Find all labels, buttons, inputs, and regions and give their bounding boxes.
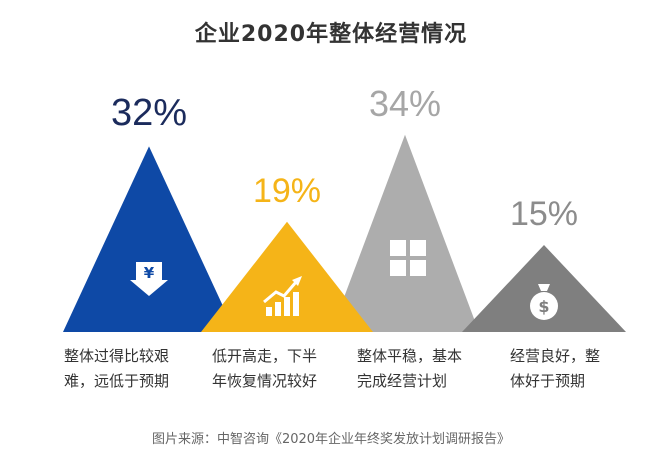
window-grid-icon xyxy=(390,240,426,276)
category-label-1: 整体过得比较艰 难，远低于预期 xyxy=(64,347,170,390)
value-label-4: 15% xyxy=(509,195,579,233)
source-note: 图片来源：中智咨询《2020年企业年终奖发放计划调研报告》 xyxy=(151,432,511,447)
value-label-1: 32% xyxy=(110,92,188,135)
chart-title: 企业2020年整体经营情况 xyxy=(194,22,468,47)
svg-text:¥: ¥ xyxy=(144,264,155,282)
yen-down-arrow-icon: ¥ xyxy=(130,262,168,296)
category-label-2: 低开高走，下半 年恢复情况较好 xyxy=(212,347,318,390)
money-bag-icon: $ xyxy=(530,284,558,320)
svg-text:$: $ xyxy=(538,297,549,316)
triangle-2 xyxy=(201,221,373,332)
rising-bar-chart-icon xyxy=(263,276,302,316)
triangle-3 xyxy=(331,134,479,332)
value-label-2: 19% xyxy=(252,171,322,210)
category-label-3: 整体平稳，基本 完成经营计划 xyxy=(357,347,463,390)
category-label-4: 经营良好，整 体好于预期 xyxy=(510,347,601,390)
triangle-1 xyxy=(63,146,235,332)
value-label-3: 34% xyxy=(368,82,442,124)
